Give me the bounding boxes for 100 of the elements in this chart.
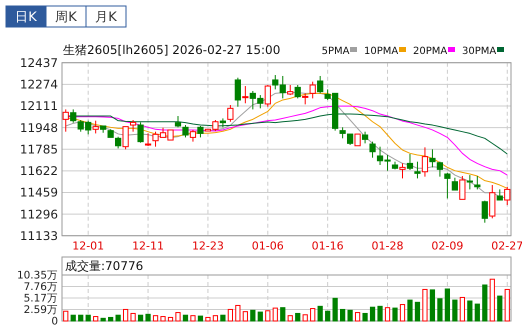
bar	[392, 308, 398, 322]
y-tick-label: 5.17万	[24, 292, 58, 305]
bar	[504, 288, 510, 322]
y-tick-label: 12437	[20, 56, 58, 70]
bar	[490, 278, 495, 322]
bar	[347, 310, 353, 322]
bar	[422, 288, 428, 322]
bar	[377, 306, 383, 322]
bar	[452, 300, 458, 322]
legend-label: 5PMA	[322, 46, 350, 57]
legend-label: 20PMA	[413, 46, 448, 57]
bar	[228, 308, 233, 322]
y-tick-label: 12274	[20, 78, 58, 92]
bar	[340, 308, 346, 322]
x-tick-label: 12-01	[72, 240, 104, 253]
bar	[138, 314, 144, 322]
candlestick	[474, 176, 480, 190]
bar	[190, 315, 196, 322]
x-tick-label: 02-09	[431, 240, 464, 253]
bar	[302, 314, 308, 322]
bar	[265, 310, 270, 322]
text: 周K	[55, 10, 78, 25]
bar	[100, 318, 106, 322]
bar	[108, 316, 114, 322]
x-tick-label: 01-06	[252, 240, 284, 253]
bar	[280, 307, 286, 322]
bar	[332, 298, 338, 322]
x-tick-label: 01-16	[312, 240, 344, 253]
bar	[93, 316, 98, 322]
bar	[145, 314, 151, 322]
bar	[70, 314, 76, 322]
bar	[437, 298, 443, 322]
y-tick-label: 11459	[20, 186, 58, 200]
candlestick	[310, 81, 316, 99]
bar	[444, 288, 450, 322]
candlestick	[242, 86, 248, 104]
bar	[467, 300, 472, 322]
chart-title: 成交量:70776	[65, 259, 144, 273]
bar	[63, 310, 68, 322]
candlestick	[354, 134, 361, 146]
bar	[400, 304, 406, 322]
bar	[474, 304, 480, 322]
bar	[318, 306, 323, 322]
bar	[182, 314, 188, 322]
x-tick-label: 12-23	[192, 240, 224, 253]
y-tick-label: 11622	[20, 164, 58, 178]
bar	[116, 314, 121, 322]
bar	[212, 315, 218, 322]
text: 月K	[95, 10, 118, 25]
y-tick-label: 12111	[20, 99, 58, 114]
bar	[407, 300, 413, 322]
bar	[482, 284, 488, 322]
bar	[175, 312, 181, 322]
bar	[122, 308, 128, 322]
y-tick-label: 11296	[20, 207, 58, 222]
bar	[460, 296, 465, 322]
y-tick-label: 11948	[20, 120, 58, 135]
bar	[370, 306, 376, 322]
y-tick-label: 0	[51, 316, 58, 326]
bar	[288, 315, 293, 322]
candlestick	[122, 126, 129, 150]
bar	[78, 314, 84, 322]
x-tick-label: 12-11	[132, 240, 164, 253]
bar	[310, 308, 316, 322]
bar	[295, 312, 300, 322]
bar	[384, 307, 390, 322]
bar	[205, 316, 211, 322]
candlestick	[504, 186, 510, 206]
bar	[160, 316, 166, 322]
bar	[198, 316, 204, 322]
bar	[414, 302, 420, 322]
y-tick-label: 10.35万	[16, 270, 58, 282]
bar	[130, 312, 136, 322]
chart-title: 生猪2605[lh2605] 2026-02-27 15:00	[63, 43, 280, 57]
bar	[362, 312, 368, 322]
x-tick-label: 02-27	[491, 240, 522, 253]
legend-label: 10PMA	[364, 46, 398, 57]
legend-label: 30PMA	[462, 46, 496, 57]
y-tick-label: 2.59万	[24, 304, 58, 316]
bar	[325, 310, 330, 322]
candlestick	[429, 148, 436, 168]
candlestick	[414, 161, 421, 179]
y-tick-label: 11785	[20, 142, 58, 156]
bar	[220, 314, 226, 322]
y-tick-label: 7.76万	[24, 281, 58, 294]
bar	[152, 315, 158, 322]
bar	[354, 312, 360, 322]
bar	[242, 311, 248, 322]
bar	[235, 304, 240, 322]
bar	[86, 314, 91, 322]
bar	[497, 296, 502, 322]
x-tick-label: 01-28	[372, 240, 404, 253]
bar	[168, 316, 174, 322]
bar	[250, 310, 256, 322]
bar	[430, 289, 436, 322]
text: 日K	[15, 10, 38, 25]
bar	[272, 308, 278, 322]
bar	[258, 312, 263, 322]
candlestick	[466, 174, 473, 190]
y-tick-label: 11133	[20, 228, 58, 243]
